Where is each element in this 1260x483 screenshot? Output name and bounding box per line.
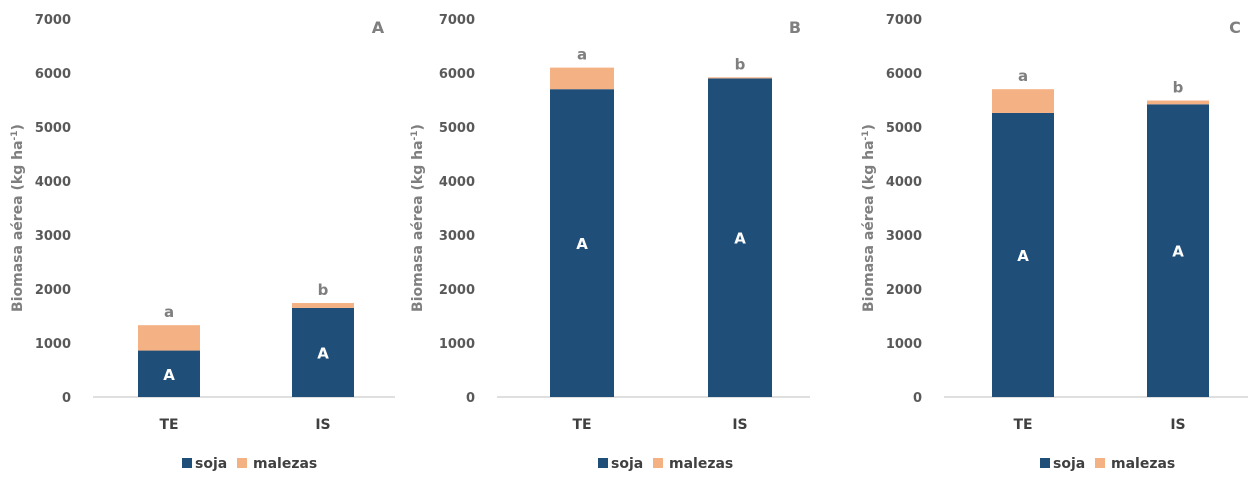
bar-soja <box>138 350 200 397</box>
y-tick-label: 4000 <box>439 175 475 190</box>
bar-soja <box>550 89 614 397</box>
legend: soja malezas <box>182 456 317 472</box>
bar-malezas <box>550 67 614 90</box>
legend-swatch-malezas <box>1095 458 1105 468</box>
significance-letter-lower: b <box>735 55 746 73</box>
significance-letter-upper: A <box>734 230 746 248</box>
y-tick-label: 3000 <box>439 229 475 244</box>
y-tick-label: 6000 <box>886 67 922 82</box>
bar-malezas <box>1147 100 1209 105</box>
x-tick-label: IS <box>1170 417 1185 433</box>
chart-panel-b: 0 1000 2000 3000 4000 5000 6000 7000 Biomasa aér… <box>410 13 810 472</box>
chart-panel-a: 0 1000 2000 3000 4000 5000 6000 7000 Biomasa aér… <box>10 13 395 472</box>
significance-letter-lower: a <box>577 46 587 64</box>
legend-swatch-soja <box>1040 458 1050 468</box>
legend-label-soja: soja <box>195 456 227 472</box>
bar-malezas <box>992 89 1054 113</box>
y-axis-title: Biomasa aérea (kg ha-1) <box>861 124 877 312</box>
y-tick-label: 5000 <box>35 121 71 136</box>
y-axis-title-superscript: -1 <box>410 130 420 140</box>
y-tick-label: 2000 <box>439 283 475 298</box>
bar-soja <box>1147 104 1209 397</box>
y-tick-label: 1000 <box>35 337 71 352</box>
y-tick-label: 7000 <box>35 13 71 28</box>
y-tick-label: 0 <box>62 391 71 406</box>
legend-swatch-malezas <box>237 458 247 468</box>
panel-letter: B <box>789 18 801 37</box>
y-tick-label: 2000 <box>35 283 71 298</box>
y-tick-label: 2000 <box>886 283 922 298</box>
legend-label-malezas: malezas <box>669 456 733 472</box>
legend-swatch-soja <box>182 458 192 468</box>
y-tick-label: 4000 <box>886 175 922 190</box>
y-tick-label: 1000 <box>439 337 475 352</box>
legend: soja malezas <box>598 456 733 472</box>
panel-letter: C <box>1229 18 1241 37</box>
y-axis-title-superscript: -1 <box>10 130 20 140</box>
panel-letter: A <box>372 18 385 37</box>
chart-panel-c: 0 1000 2000 3000 4000 5000 6000 7000 Biomasa aér… <box>861 13 1248 472</box>
y-axis-title: Biomasa aérea (kg ha-1) <box>10 124 26 312</box>
y-axis-title-close: ) <box>10 124 26 130</box>
legend-swatch-malezas <box>653 458 663 468</box>
y-tick-label: 3000 <box>35 229 71 244</box>
y-tick-label: 5000 <box>886 121 922 136</box>
y-tick-label: 6000 <box>35 67 71 82</box>
bar-soja <box>708 78 772 398</box>
y-tick-label: 6000 <box>439 67 475 82</box>
legend-label-malezas: malezas <box>1111 456 1175 472</box>
y-tick-label: 4000 <box>35 175 71 190</box>
y-tick-label: 7000 <box>886 13 922 28</box>
x-tick-label: TE <box>159 417 178 433</box>
legend-label-soja: soja <box>611 456 643 472</box>
y-tick-label: 0 <box>913 391 922 406</box>
x-tick-label: TE <box>1013 417 1032 433</box>
significance-letter-upper: A <box>1172 243 1184 261</box>
significance-letter-lower: b <box>318 281 329 299</box>
legend-label-soja: soja <box>1053 456 1085 472</box>
bar-soja <box>992 112 1054 398</box>
bar-malezas <box>138 325 200 351</box>
significance-letter-upper: A <box>1017 247 1029 265</box>
significance-letter-lower: b <box>1173 79 1184 97</box>
x-tick-label: IS <box>732 417 747 433</box>
y-tick-label: 3000 <box>886 229 922 244</box>
significance-letter-lower: a <box>1018 67 1028 85</box>
y-axis-title-main: Biomasa aérea (kg ha <box>861 140 877 311</box>
y-axis-title: Biomasa aérea (kg ha-1) <box>410 124 426 312</box>
significance-letter-lower: a <box>164 303 174 321</box>
legend-label-malezas: malezas <box>253 456 317 472</box>
x-tick-label: TE <box>572 417 591 433</box>
significance-letter-upper: A <box>576 235 588 253</box>
legend: soja malezas <box>1040 456 1175 472</box>
y-tick-label: 7000 <box>439 13 475 28</box>
y-tick-label: 1000 <box>886 337 922 352</box>
y-axis-title-main: Biomasa aérea (kg ha <box>10 140 26 311</box>
y-tick-label: 0 <box>466 391 475 406</box>
legend-swatch-soja <box>598 458 608 468</box>
significance-letter-upper: A <box>317 344 329 362</box>
bar-malezas <box>292 303 354 308</box>
x-tick-label: IS <box>315 417 330 433</box>
y-axis-title-main: Biomasa aérea (kg ha <box>410 140 426 311</box>
y-tick-label: 5000 <box>439 121 475 136</box>
significance-letter-upper: A <box>163 366 175 384</box>
y-axis-title-close: ) <box>410 124 426 130</box>
bar-soja <box>292 307 354 397</box>
y-axis-title-close: ) <box>861 124 877 130</box>
bar-malezas <box>708 77 772 79</box>
y-axis-title-superscript: -1 <box>861 130 871 140</box>
